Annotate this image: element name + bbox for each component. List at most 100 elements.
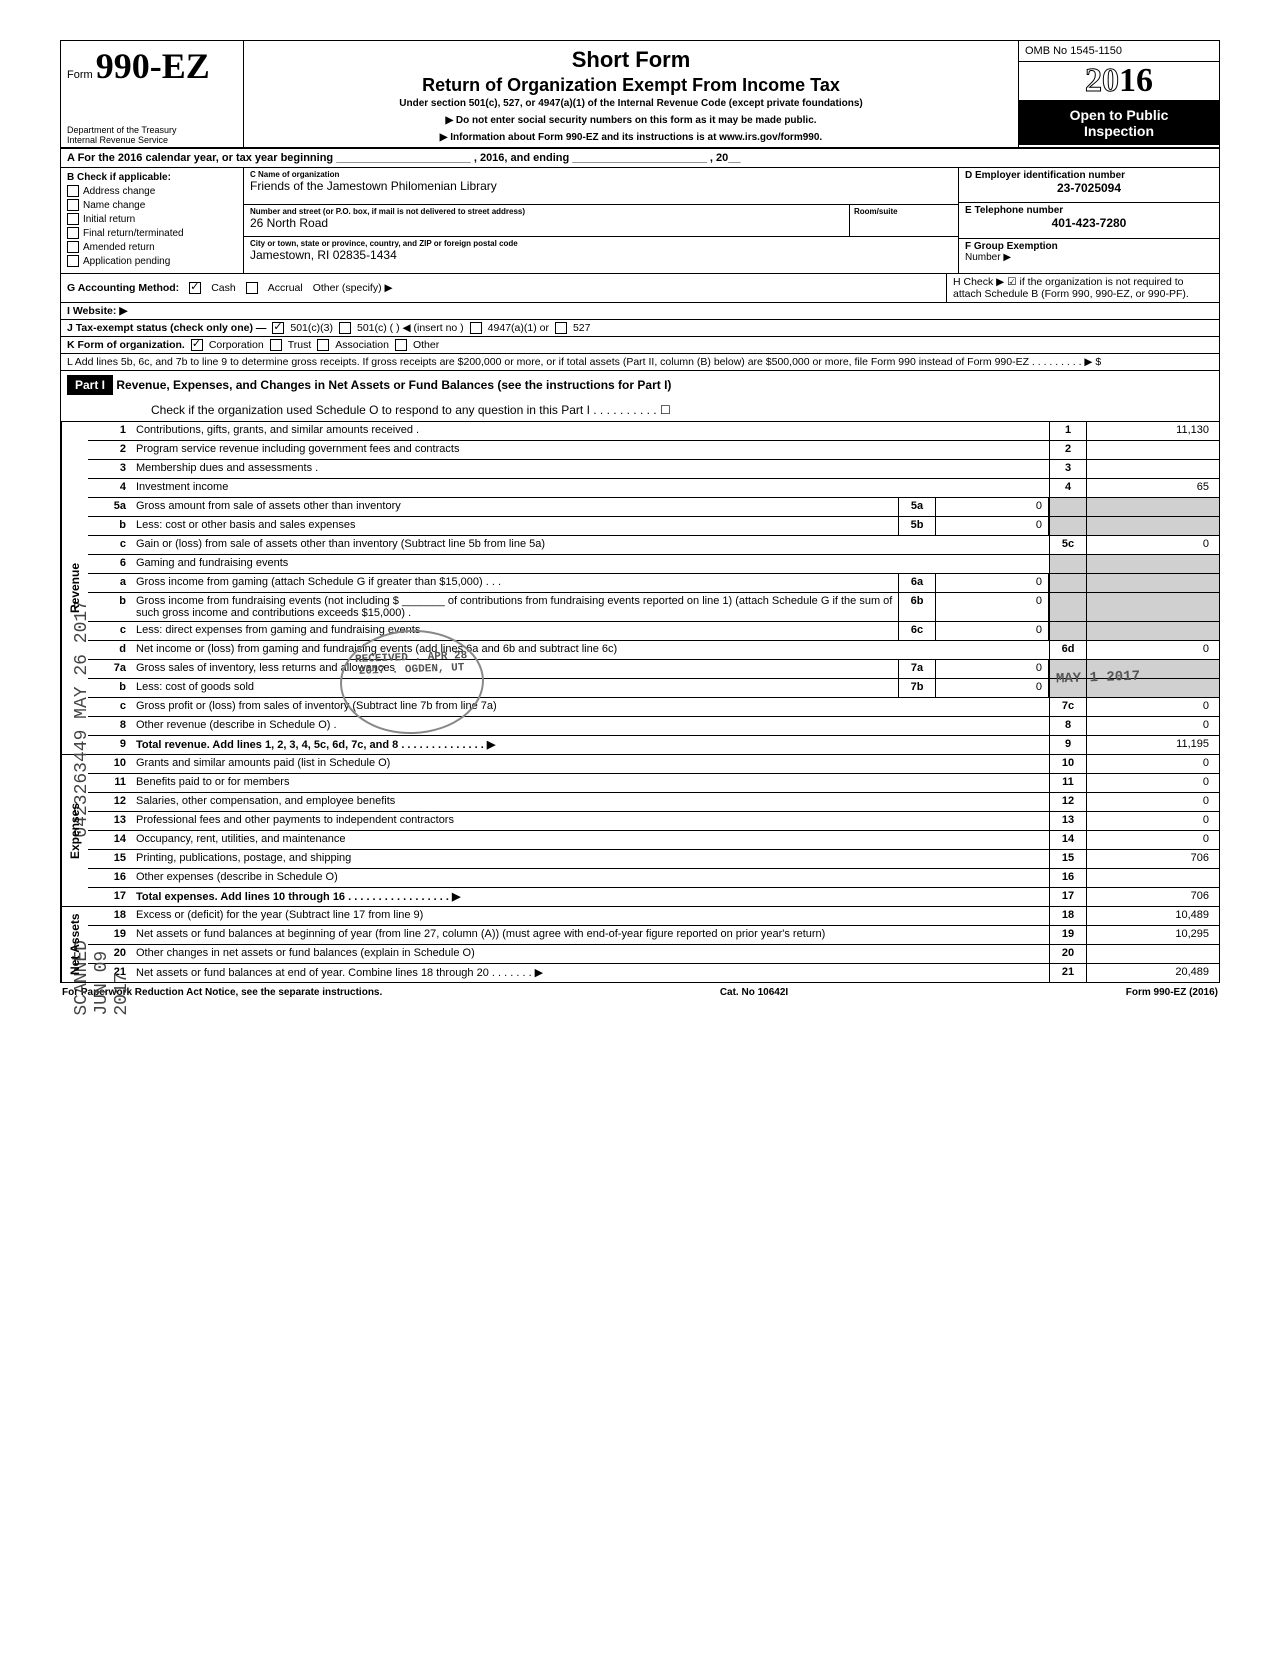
chk-501c[interactable] xyxy=(339,322,351,334)
chk-amended[interactable] xyxy=(67,241,79,253)
chk-501c3[interactable] xyxy=(272,322,284,334)
line-num-6a: a xyxy=(88,574,132,592)
room-suite-label: Room/suite xyxy=(849,205,958,237)
chk-corp[interactable] xyxy=(191,339,203,351)
line-desc-2: Program service revenue including govern… xyxy=(132,441,1049,459)
line-num-3: 3 xyxy=(88,460,132,478)
org-street: 26 North Road xyxy=(250,216,843,230)
line-13: 13Professional fees and other payments t… xyxy=(88,812,1219,831)
chk-accrual[interactable] xyxy=(246,282,258,294)
right-val-9: 11,195 xyxy=(1086,736,1219,754)
right-val-21: 20,489 xyxy=(1086,964,1219,982)
line-desc-14: Occupancy, rent, utilities, and maintena… xyxy=(132,831,1049,849)
lbl-corp: Corporation xyxy=(209,339,264,351)
line-10: 10Grants and similar amounts paid (list … xyxy=(88,755,1219,774)
part1-title: Revenue, Expenses, and Changes in Net As… xyxy=(116,378,671,392)
right-num-16: 16 xyxy=(1049,869,1086,887)
part1-check: Check if the organization used Schedule … xyxy=(61,399,1219,421)
mid-val-5a: 0 xyxy=(936,498,1049,516)
line-7c: cGross profit or (loss) from sales of in… xyxy=(88,698,1219,717)
right-val-7c: 0 xyxy=(1086,698,1219,716)
section-b: B Check if applicable: Address change Na… xyxy=(61,168,244,273)
right-val-15: 706 xyxy=(1086,850,1219,868)
org-city: Jamestown, RI 02835-1434 xyxy=(250,248,952,262)
chk-527[interactable] xyxy=(555,322,567,334)
title-return: Return of Organization Exempt From Incom… xyxy=(252,75,1010,96)
line-6b: bGross income from fundraising events (n… xyxy=(88,593,1219,622)
right-val-5c: 0 xyxy=(1086,536,1219,554)
line-desc-9: Total revenue. Add lines 1, 2, 3, 4, 5c,… xyxy=(132,736,1049,754)
title-short-form: Short Form xyxy=(252,47,1010,73)
right-num-6d: 6d xyxy=(1049,641,1086,659)
line-num-12: 12 xyxy=(88,793,132,811)
lbl-527: 527 xyxy=(573,322,591,334)
line-num-1: 1 xyxy=(88,422,132,440)
line-desc-10: Grants and similar amounts paid (list in… xyxy=(132,755,1049,773)
right-num-7c: 7c xyxy=(1049,698,1086,716)
part1-label: Part I xyxy=(67,375,113,395)
lbl-accrual: Accrual xyxy=(268,282,303,294)
open-public-1: Open to Public xyxy=(1021,107,1217,123)
i-website: I Website: ▶ xyxy=(67,305,127,317)
chk-address[interactable] xyxy=(67,185,79,197)
mid-num-6a: 6a xyxy=(898,574,936,592)
line-8: 8Other revenue (describe in Schedule O) … xyxy=(88,717,1219,736)
lbl-final-return: Final return/terminated xyxy=(83,228,184,239)
line-desc-6d: Net income or (loss) from gaming and fun… xyxy=(132,641,1049,659)
right-val-16 xyxy=(1086,869,1219,887)
lbl-name-change: Name change xyxy=(83,200,145,211)
chk-name[interactable] xyxy=(67,199,79,211)
mid-val-7a: 0 xyxy=(936,660,1049,678)
lbl-address-change: Address change xyxy=(83,186,155,197)
k-label: K Form of organization. xyxy=(67,339,185,351)
may-stamp: MAY 1 2017 xyxy=(1056,669,1141,688)
ein-value: 23-7025094 xyxy=(965,181,1213,195)
right-val-20 xyxy=(1086,945,1219,963)
right-val-10: 0 xyxy=(1086,755,1219,773)
line-desc-12: Salaries, other compensation, and employ… xyxy=(132,793,1049,811)
chk-final[interactable] xyxy=(67,227,79,239)
chk-initial[interactable] xyxy=(67,213,79,225)
right-num-5b xyxy=(1049,517,1086,535)
line-6c: cLess: direct expenses from gaming and f… xyxy=(88,622,1219,641)
line-num-10: 10 xyxy=(88,755,132,773)
line-desc-18: Excess or (deficit) for the year (Subtra… xyxy=(132,907,1049,925)
right-num-8: 8 xyxy=(1049,717,1086,735)
footer-right: Form 990-EZ (2016) xyxy=(1126,987,1218,998)
line-14: 14Occupancy, rent, utilities, and mainte… xyxy=(88,831,1219,850)
l-text: L Add lines 5b, 6c, and 7b to line 9 to … xyxy=(61,354,1219,370)
side-netassets: Net Assets xyxy=(61,907,88,982)
line-num-6c: c xyxy=(88,622,132,640)
c-street-label: Number and street (or P.O. box, if mail … xyxy=(250,207,843,216)
right-num-6c xyxy=(1049,622,1086,640)
b-title: B Check if applicable: xyxy=(67,172,237,183)
right-num-1: 1 xyxy=(1049,422,1086,440)
right-num-5a xyxy=(1049,498,1086,516)
line-desc-6c: Less: direct expenses from gaming and fu… xyxy=(132,622,898,640)
line-17: 17Total expenses. Add lines 10 through 1… xyxy=(88,888,1219,906)
chk-cash[interactable] xyxy=(189,282,201,294)
form-prefix: Form xyxy=(67,69,93,81)
omb-number: OMB No 1545-1150 xyxy=(1019,41,1219,62)
line-num-15: 15 xyxy=(88,850,132,868)
chk-pending[interactable] xyxy=(67,255,79,267)
chk-assoc[interactable] xyxy=(317,339,329,351)
line-desc-5c: Gain or (loss) from sale of assets other… xyxy=(132,536,1049,554)
chk-other-org[interactable] xyxy=(395,339,407,351)
lbl-initial-return: Initial return xyxy=(83,214,135,225)
right-val-18: 10,489 xyxy=(1086,907,1219,925)
chk-4947[interactable] xyxy=(470,322,482,334)
right-num-6b xyxy=(1049,593,1086,621)
right-val-13: 0 xyxy=(1086,812,1219,830)
line-num-9: 9 xyxy=(88,736,132,754)
lbl-assoc: Association xyxy=(335,339,389,351)
line-15: 15Printing, publications, postage, and s… xyxy=(88,850,1219,869)
line-num-5b: b xyxy=(88,517,132,535)
subtitle: Under section 501(c), 527, or 4947(a)(1)… xyxy=(252,98,1010,109)
chk-trust[interactable] xyxy=(270,339,282,351)
line-11: 11Benefits paid to or for members110 xyxy=(88,774,1219,793)
right-num-15: 15 xyxy=(1049,850,1086,868)
mid-val-6a: 0 xyxy=(936,574,1049,592)
line-16: 16Other expenses (describe in Schedule O… xyxy=(88,869,1219,888)
right-num-4: 4 xyxy=(1049,479,1086,497)
